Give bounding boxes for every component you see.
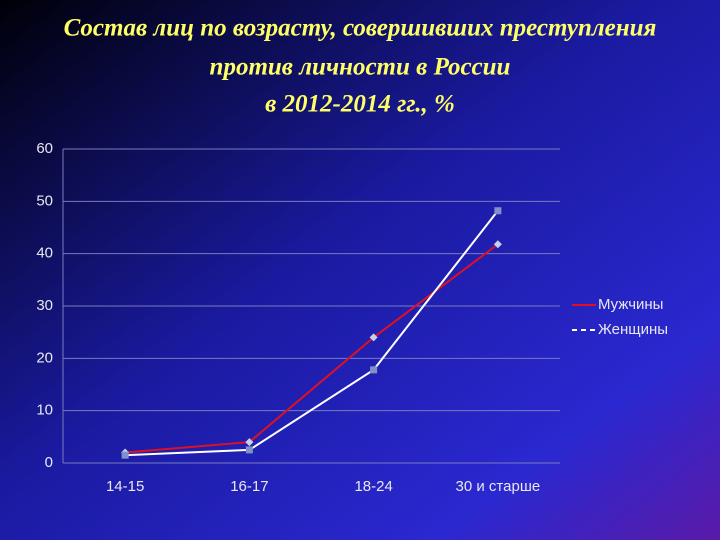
marker xyxy=(494,207,502,215)
y-tick-label: 60 xyxy=(36,140,53,157)
series-line xyxy=(125,210,499,457)
chart-title: Состав лиц по возрасту, совершивших прес… xyxy=(64,15,657,42)
x-tick-label: 14-15 xyxy=(106,478,144,495)
marker xyxy=(370,366,378,374)
legend-label: Мужчины xyxy=(598,296,663,313)
chart-title: против личности в России xyxy=(210,54,511,81)
marker xyxy=(121,451,129,459)
marker xyxy=(493,240,502,249)
y-tick-label: 40 xyxy=(36,245,53,262)
x-tick-label: 30 и старше xyxy=(456,478,541,495)
chart-title: в 2012-2014 гг., % xyxy=(265,91,455,118)
y-tick-label: 30 xyxy=(36,297,53,314)
y-tick-label: 10 xyxy=(36,402,53,419)
y-tick-label: 50 xyxy=(36,192,53,209)
y-tick-label: 0 xyxy=(45,454,53,471)
x-tick-label: 16-17 xyxy=(230,478,268,495)
marker xyxy=(245,438,254,447)
x-tick-label: 18-24 xyxy=(354,478,392,495)
legend-label: Женщины xyxy=(598,321,668,338)
marker xyxy=(245,446,253,454)
marker xyxy=(369,333,378,342)
y-tick-label: 20 xyxy=(36,349,53,366)
